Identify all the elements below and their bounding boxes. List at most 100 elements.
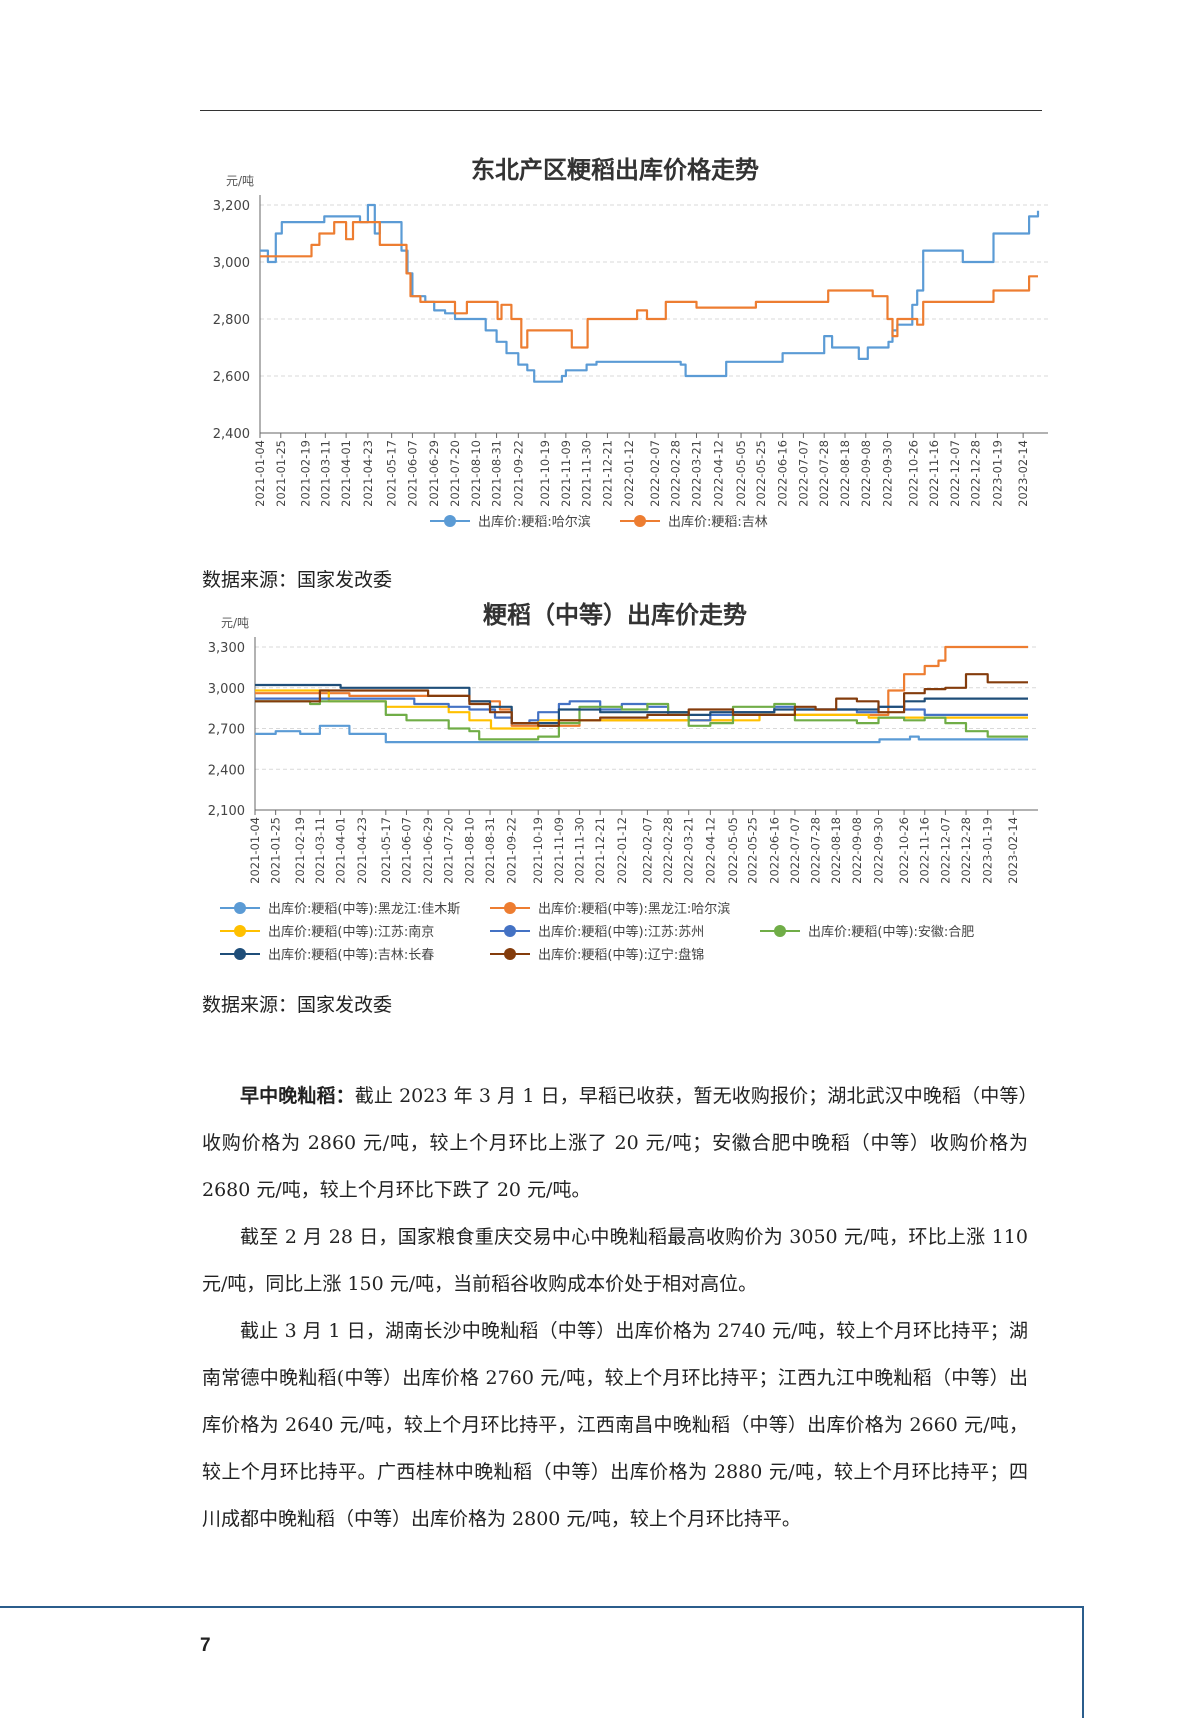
y-tick-label: 3,300	[208, 641, 245, 656]
x-tick-label: 2021-06-29	[421, 817, 435, 884]
x-tick-label: 2022-04-12	[711, 440, 725, 507]
series-line	[260, 203, 1040, 383]
x-tick-label: 2022-06-16	[767, 817, 781, 884]
x-tick-label: 2021-06-07	[399, 817, 413, 884]
legend-item: 出库价:粳稻(中等):江苏:苏州	[490, 924, 704, 940]
legend-label: 出库价:粳稻(中等):江苏:南京	[268, 924, 434, 940]
paragraph-3: 截止 3 月 1 日，湖南长沙中晚籼稻（中等）出库价格为 2740 元/吨，较上…	[202, 1320, 1028, 1530]
x-tick-label: 2022-05-05	[734, 440, 748, 507]
x-tick-label: 2021-04-23	[355, 817, 369, 884]
x-tick-label: 2022-10-26	[906, 440, 920, 507]
x-tick-label: 2021-06-29	[427, 440, 441, 507]
x-tick-label: 2022-11-16	[918, 817, 932, 884]
x-tick-label: 2022-05-05	[726, 817, 740, 884]
x-tick-label: 2022-03-21	[682, 817, 696, 884]
x-tick-label: 2022-02-28	[661, 817, 675, 884]
x-tick-label: 2021-08-10	[462, 817, 476, 884]
series-line	[255, 724, 1028, 744]
body-text: 早中晚籼稻：截止 2023 年 3 月 1 日，早稻已收获，暂无收购报价；湖北武…	[202, 1073, 1028, 1543]
y-axis-unit: 元/吨	[221, 616, 249, 630]
x-tick-label: 2022-03-21	[690, 440, 704, 507]
chart-japonica-medium-price: 粳稻（中等）出库价走势 元/吨 3,300 3,000 2,700 2,400 2,100 2…	[190, 595, 1050, 985]
x-tick-label: 2021-02-19	[299, 440, 313, 507]
x-tick-label: 2022-06-16	[776, 440, 790, 507]
x-tick-label: 2023-02-14	[1016, 440, 1030, 507]
legend-label: 出库价:粳稻(中等):辽宁:盘锦	[538, 947, 704, 963]
x-tick-label: 2022-02-28	[669, 440, 683, 507]
x-tick-label: 2021-04-23	[361, 440, 375, 507]
chart-svg: 粳稻（中等）出库价走势元/吨3,3003,0002,7002,4002,1002…	[208, 601, 1038, 963]
x-tick-label: 2021-02-19	[293, 817, 307, 884]
x-tick-label: 2021-05-17	[379, 817, 393, 884]
x-tick-label: 2021-11-30	[580, 440, 594, 507]
legend-item: 出库价:粳稻(中等):江苏:南京	[220, 924, 434, 940]
legend-swatch-dot	[444, 515, 456, 527]
legend-swatch-dot	[504, 948, 516, 960]
x-tick-label: 2022-01-12	[622, 440, 636, 507]
x-tick-label: 2021-05-17	[385, 440, 399, 507]
legend-swatch-dot	[634, 515, 646, 527]
x-tick-label: 2021-01-25	[269, 817, 283, 884]
legend-item: 出库价:粳稻:吉林	[620, 514, 768, 530]
x-tick-label: 2021-09-22	[511, 440, 525, 507]
y-axis-unit: 元/吨	[226, 174, 254, 188]
x-tick-label: 2021-07-20	[448, 440, 462, 507]
header-rule	[200, 110, 1042, 111]
y-tick-label: 2,600	[213, 370, 250, 385]
legend-swatch-dot	[234, 902, 246, 914]
legend-item: 出库价:粳稻(中等):辽宁:盘锦	[490, 947, 704, 963]
x-tick-label: 2021-08-31	[483, 817, 497, 884]
legend-label: 出库价:粳稻(中等):安徽:合肥	[808, 924, 974, 940]
x-tick-label: 2022-12-28	[969, 440, 983, 507]
legend-label: 出库价:粳稻:吉林	[668, 514, 768, 530]
legend-item: 出库价:粳稻(中等):吉林:长春	[220, 947, 434, 963]
x-tick-label: 2022-05-25	[754, 440, 768, 507]
x-tick-label: 2022-08-18	[829, 817, 843, 884]
series-line	[255, 645, 1028, 727]
x-tick-label: 2022-08-18	[838, 440, 852, 507]
x-tick-label: 2023-02-14	[1006, 817, 1020, 884]
x-tick-label: 2022-09-08	[850, 817, 864, 884]
paragraph-1-text: 截止 2023 年 3 月 1 日，早稻已收获，暂无收购报价；湖北武汉中晚稻（中…	[202, 1085, 1028, 1201]
x-tick-label: 2022-11-16	[927, 440, 941, 507]
x-tick-label: 2022-04-12	[703, 817, 717, 884]
series-line	[255, 673, 1028, 727]
x-tick-label: 2021-01-04	[253, 440, 267, 507]
x-tick-label: 2022-01-12	[615, 817, 629, 884]
legend-item: 出库价:粳稻(中等):安徽:合肥	[760, 924, 974, 940]
legend-item: 出库价:粳稻(中等):黑龙江:佳木斯	[220, 901, 460, 917]
x-tick-label: 2021-11-09	[559, 440, 573, 507]
legend-label: 出库价:粳稻(中等):黑龙江:哈尔滨	[538, 901, 730, 917]
x-tick-label: 2021-03-11	[318, 440, 332, 507]
x-tick-label: 2021-09-22	[505, 817, 519, 884]
y-tick-label: 3,000	[208, 682, 245, 697]
x-tick-label: 2023-01-19	[981, 817, 995, 884]
y-tick-label: 2,700	[208, 723, 245, 738]
legend-label: 出库价:粳稻(中等):吉林:长春	[268, 947, 434, 963]
x-tick-label: 2022-12-28	[959, 817, 973, 884]
x-tick-label: 2022-07-28	[809, 817, 823, 884]
x-tick-label: 2021-12-21	[593, 817, 607, 884]
legend-label: 出库价:粳稻(中等):江苏:苏州	[538, 924, 704, 940]
series-line	[255, 700, 1028, 741]
chart-northeast-japonica-price: 东北产区粳稻出库价格走势 元/吨 3,200 3,000 2,800 2,600 2,400…	[190, 150, 1050, 550]
y-tick-label: 2,100	[208, 804, 245, 819]
series-line	[260, 221, 1038, 349]
y-tick-label: 3,200	[213, 199, 250, 214]
legend-swatch-dot	[504, 902, 516, 914]
x-tick-label: 2022-07-07	[796, 440, 810, 507]
x-tick-label: 2022-07-28	[817, 440, 831, 507]
x-tick-label: 2022-12-07	[948, 440, 962, 507]
x-tick-label: 2021-04-01	[334, 817, 348, 884]
paragraph-2: 截至 2 月 28 日，国家粮食重庆交易中心中晚籼稻最高收购价为 3050 元/…	[202, 1226, 1028, 1295]
x-tick-label: 2021-01-04	[248, 817, 262, 884]
legend-item: 出库价:粳稻:哈尔滨	[430, 514, 591, 530]
legend-label: 出库价:粳稻(中等):黑龙江:佳木斯	[268, 901, 460, 917]
legend-swatch-dot	[234, 925, 246, 937]
x-tick-label: 2021-03-11	[313, 817, 327, 884]
x-tick-label: 2022-10-26	[897, 817, 911, 884]
x-tick-label: 2021-08-31	[490, 440, 504, 507]
x-tick-label: 2022-07-07	[788, 817, 802, 884]
x-tick-label: 2021-04-01	[339, 440, 353, 507]
